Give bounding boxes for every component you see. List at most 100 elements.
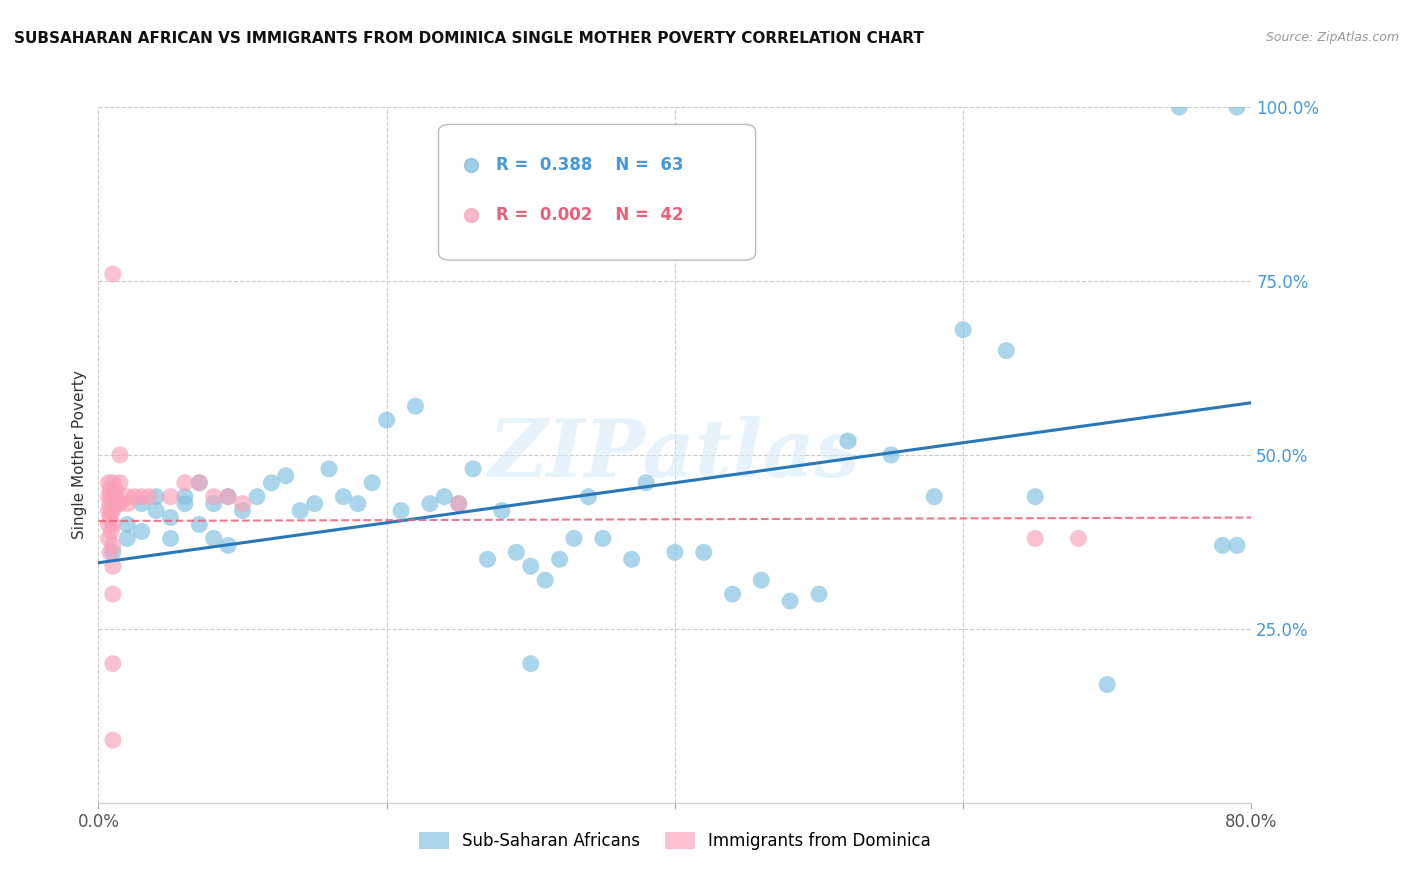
Point bbox=[578, 490, 600, 504]
Point bbox=[97, 503, 120, 517]
Point bbox=[145, 490, 167, 504]
Point bbox=[505, 545, 527, 559]
Point bbox=[117, 517, 139, 532]
Point bbox=[101, 503, 124, 517]
Point bbox=[104, 490, 127, 504]
Point bbox=[101, 733, 124, 747]
Y-axis label: Single Mother Poverty: Single Mother Poverty bbox=[72, 370, 87, 540]
Point bbox=[117, 532, 139, 546]
Point bbox=[553, 158, 575, 172]
Point bbox=[108, 497, 131, 511]
Point bbox=[124, 490, 146, 504]
Point bbox=[98, 497, 121, 511]
Point bbox=[97, 475, 120, 490]
Point bbox=[101, 490, 124, 504]
Point bbox=[246, 490, 269, 504]
Point bbox=[1097, 677, 1119, 691]
Point bbox=[837, 434, 859, 448]
Text: SUBSAHARAN AFRICAN VS IMMIGRANTS FROM DOMINICA SINGLE MOTHER POVERTY CORRELATION: SUBSAHARAN AFRICAN VS IMMIGRANTS FROM DO… bbox=[14, 31, 924, 46]
Point bbox=[520, 559, 543, 574]
Point bbox=[101, 538, 124, 552]
Point bbox=[174, 497, 197, 511]
Point bbox=[1226, 538, 1249, 552]
Point bbox=[274, 468, 297, 483]
Point bbox=[461, 462, 484, 476]
Point bbox=[138, 490, 160, 504]
Point bbox=[693, 545, 716, 559]
Point bbox=[1024, 490, 1046, 504]
Point bbox=[389, 503, 412, 517]
Point bbox=[548, 552, 571, 566]
Point bbox=[105, 497, 128, 511]
Point bbox=[924, 490, 946, 504]
Point bbox=[361, 475, 384, 490]
Point bbox=[1226, 100, 1249, 114]
Point bbox=[1212, 538, 1234, 552]
Point bbox=[202, 490, 225, 504]
Point bbox=[1067, 532, 1090, 546]
Point bbox=[98, 510, 121, 524]
Point bbox=[491, 503, 513, 517]
Text: R =  0.002    N =  42: R = 0.002 N = 42 bbox=[496, 206, 683, 224]
Point bbox=[101, 475, 124, 490]
Point bbox=[101, 545, 124, 559]
Point bbox=[131, 497, 153, 511]
Point bbox=[952, 323, 974, 337]
Point bbox=[98, 545, 121, 559]
Point bbox=[202, 497, 225, 511]
Point bbox=[664, 545, 686, 559]
Point bbox=[100, 524, 122, 539]
Point bbox=[98, 483, 121, 497]
Point bbox=[101, 267, 124, 281]
Point bbox=[534, 573, 557, 587]
Point bbox=[1168, 100, 1191, 114]
Point bbox=[117, 490, 139, 504]
Point bbox=[217, 490, 239, 504]
Point bbox=[592, 532, 614, 546]
Text: R =  0.388    N =  63: R = 0.388 N = 63 bbox=[496, 156, 683, 174]
Point bbox=[101, 657, 124, 671]
Point bbox=[447, 497, 470, 511]
Point bbox=[97, 490, 120, 504]
Point bbox=[808, 587, 831, 601]
Point bbox=[779, 594, 801, 608]
Point bbox=[419, 497, 441, 511]
Point bbox=[101, 517, 124, 532]
Point bbox=[108, 448, 131, 462]
Point bbox=[188, 475, 211, 490]
Point bbox=[101, 559, 124, 574]
Point bbox=[97, 517, 120, 532]
Point bbox=[290, 503, 312, 517]
Point bbox=[159, 490, 181, 504]
Point bbox=[108, 475, 131, 490]
Point bbox=[880, 448, 903, 462]
Point bbox=[159, 532, 181, 546]
Point bbox=[562, 532, 585, 546]
Text: ZIPatlas: ZIPatlas bbox=[489, 417, 860, 493]
Point bbox=[174, 490, 197, 504]
Point bbox=[318, 462, 340, 476]
Legend: Sub-Saharan Africans, Immigrants from Dominica: Sub-Saharan Africans, Immigrants from Do… bbox=[412, 826, 938, 857]
Point bbox=[553, 208, 575, 222]
Point bbox=[520, 657, 543, 671]
Point bbox=[346, 497, 368, 511]
Point bbox=[636, 475, 658, 490]
Point bbox=[332, 490, 354, 504]
Text: Source: ZipAtlas.com: Source: ZipAtlas.com bbox=[1265, 31, 1399, 45]
Point bbox=[751, 573, 773, 587]
Point bbox=[477, 552, 499, 566]
Point bbox=[202, 532, 225, 546]
Point bbox=[304, 497, 326, 511]
Point bbox=[375, 413, 398, 427]
Point bbox=[188, 475, 211, 490]
Point bbox=[101, 587, 124, 601]
Point bbox=[188, 517, 211, 532]
Point bbox=[104, 483, 127, 497]
Point bbox=[620, 552, 643, 566]
Point bbox=[100, 490, 122, 504]
Point bbox=[1024, 532, 1046, 546]
Point bbox=[433, 490, 456, 504]
Point bbox=[721, 587, 744, 601]
FancyBboxPatch shape bbox=[439, 124, 755, 260]
Point bbox=[97, 532, 120, 546]
